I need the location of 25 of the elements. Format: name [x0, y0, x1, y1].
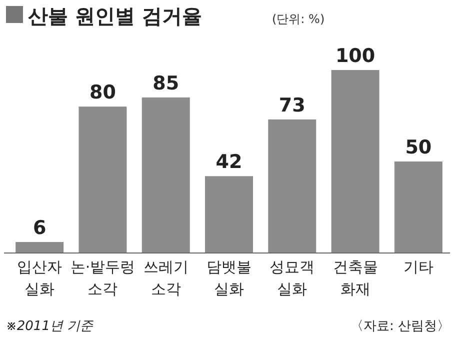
data-label: 80 — [89, 82, 116, 104]
chart-title: 산불 원인별 검거율 — [28, 4, 202, 28]
text: 〈자료: 산림청〉 — [350, 319, 450, 334]
bar — [142, 97, 190, 253]
x-tick-label: 쓰레기 소각 — [143, 258, 188, 298]
bar — [394, 162, 442, 253]
data-label: 50 — [405, 136, 432, 158]
data-label: 42 — [216, 151, 242, 174]
bar — [205, 176, 253, 253]
x-tick-label: 입산자 실화 — [17, 258, 62, 298]
data-label: 73 — [278, 94, 306, 116]
bar — [16, 242, 64, 253]
text: ※2011년 기준 — [6, 319, 94, 334]
bar — [78, 106, 127, 253]
x-tick-label: 담뱃불 실화 — [206, 258, 252, 298]
bar — [331, 70, 380, 253]
x-tick-label: 논·밭두렁 소각 — [70, 258, 136, 298]
data-label: 6 — [32, 217, 46, 240]
data-label: 85 — [152, 72, 180, 94]
chart-subtitle: (단위: %) — [272, 12, 325, 26]
bar — [268, 119, 316, 253]
data-label: 100 — [335, 45, 376, 67]
x-tick-label: 기타 — [403, 258, 434, 276]
x-tick-label: 건축물 화재 — [332, 258, 378, 298]
x-tick-label: 성묘객 실화 — [270, 258, 315, 298]
